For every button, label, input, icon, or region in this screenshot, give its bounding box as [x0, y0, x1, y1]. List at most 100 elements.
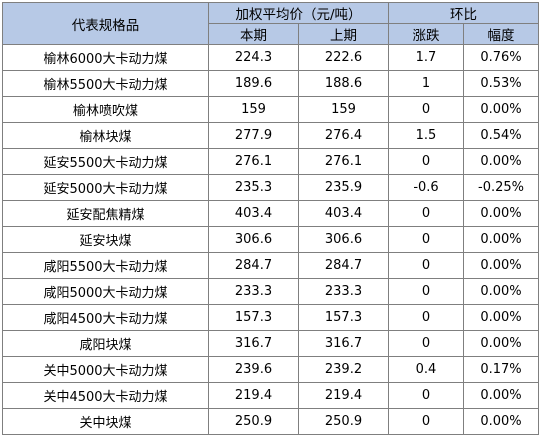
cell-previous-price: 276.1 — [298, 148, 389, 175]
header-previous-period: 上期 — [298, 23, 389, 45]
cell-current-price: 284.7 — [208, 252, 299, 279]
cell-change: 0 — [388, 200, 464, 227]
cell-change: 0 — [388, 226, 464, 253]
cell-change-rate: 0.00% — [463, 252, 539, 279]
cell-change-rate: 0.00% — [463, 330, 539, 357]
cell-change-rate: -0.25% — [463, 174, 539, 201]
table-row: 延安块煤 306.6 306.6 0 0.00% — [2, 226, 539, 253]
coal-price-table: 代表规格品 加权平均价（元/吨） 环比 本期 上期 涨跌 幅度 榆林6000大卡… — [2, 2, 539, 435]
cell-product-name: 榆林喷吹煤 — [2, 96, 209, 123]
cell-product-name: 咸阳5500大卡动力煤 — [2, 252, 209, 279]
table-row: 咸阳块煤 316.7 316.7 0 0.00% — [2, 330, 539, 357]
header-row-top: 代表规格品 加权平均价（元/吨） 环比 — [2, 2, 539, 45]
table-header: 代表规格品 加权平均价（元/吨） 环比 本期 上期 涨跌 幅度 — [2, 2, 539, 45]
cell-current-price: 157.3 — [208, 304, 299, 331]
cell-change-rate: 0.00% — [463, 408, 539, 435]
header-product-name: 代表规格品 — [2, 2, 209, 45]
table-row: 咸阳4500大卡动力煤 157.3 157.3 0 0.00% — [2, 304, 539, 331]
cell-change-rate: 0.00% — [463, 96, 539, 123]
table-row: 榆林块煤 277.9 276.4 1.5 0.54% — [2, 122, 539, 149]
table-row: 咸阳5000大卡动力煤 233.3 233.3 0 0.00% — [2, 278, 539, 305]
cell-change: 0.4 — [388, 356, 464, 383]
cell-change-rate: 0.76% — [463, 44, 539, 71]
table-row: 咸阳5500大卡动力煤 284.7 284.7 0 0.00% — [2, 252, 539, 279]
cell-product-name: 延安块煤 — [2, 226, 209, 253]
cell-current-price: 224.3 — [208, 44, 299, 71]
cell-previous-price: 276.4 — [298, 122, 389, 149]
cell-previous-price: 284.7 — [298, 252, 389, 279]
cell-change-rate: 0.00% — [463, 304, 539, 331]
cell-product-name: 关中块煤 — [2, 408, 209, 435]
cell-current-price: 316.7 — [208, 330, 299, 357]
cell-change-rate: 0.00% — [463, 278, 539, 305]
cell-previous-price: 235.9 — [298, 174, 389, 201]
table-row: 榆林5500大卡动力煤 189.6 188.6 1 0.53% — [2, 70, 539, 97]
cell-product-name: 榆林块煤 — [2, 122, 209, 149]
cell-change: 0 — [388, 304, 464, 331]
cell-change-rate: 0.17% — [463, 356, 539, 383]
cell-previous-price: 222.6 — [298, 44, 389, 71]
cell-change: 0 — [388, 278, 464, 305]
cell-product-name: 延安5500大卡动力煤 — [2, 148, 209, 175]
cell-product-name: 咸阳块煤 — [2, 330, 209, 357]
cell-change: 0 — [388, 330, 464, 357]
cell-previous-price: 219.4 — [298, 382, 389, 409]
cell-product-name: 关中5000大卡动力煤 — [2, 356, 209, 383]
cell-current-price: 159 — [208, 96, 299, 123]
cell-change: 1.5 — [388, 122, 464, 149]
cell-previous-price: 250.9 — [298, 408, 389, 435]
cell-product-name: 榆林5500大卡动力煤 — [2, 70, 209, 97]
cell-current-price: 276.1 — [208, 148, 299, 175]
cell-change: 1.7 — [388, 44, 464, 71]
cell-change-rate: 0.54% — [463, 122, 539, 149]
cell-current-price: 277.9 — [208, 122, 299, 149]
table-row: 关中块煤 250.9 250.9 0 0.00% — [2, 408, 539, 435]
cell-previous-price: 157.3 — [298, 304, 389, 331]
cell-product-name: 延安5000大卡动力煤 — [2, 174, 209, 201]
cell-change: 0 — [388, 252, 464, 279]
table-row: 榆林6000大卡动力煤 224.3 222.6 1.7 0.76% — [2, 44, 539, 71]
table-row: 延安配焦精煤 403.4 403.4 0 0.00% — [2, 200, 539, 227]
cell-change-rate: 0.00% — [463, 148, 539, 175]
header-change: 涨跌 — [388, 23, 464, 45]
cell-change: 0 — [388, 408, 464, 435]
cell-product-name: 关中4500大卡动力煤 — [2, 382, 209, 409]
cell-change: -0.6 — [388, 174, 464, 201]
cell-current-price: 219.4 — [208, 382, 299, 409]
cell-previous-price: 188.6 — [298, 70, 389, 97]
cell-previous-price: 403.4 — [298, 200, 389, 227]
table-row: 延安5500大卡动力煤 276.1 276.1 0 0.00% — [2, 148, 539, 175]
cell-change-rate: 0.00% — [463, 226, 539, 253]
header-change-rate: 幅度 — [463, 23, 539, 45]
cell-change: 1 — [388, 70, 464, 97]
cell-change-rate: 0.00% — [463, 200, 539, 227]
table-row: 延安5000大卡动力煤 235.3 235.9 -0.6 -0.25% — [2, 174, 539, 201]
cell-change: 0 — [388, 96, 464, 123]
header-period-comparison: 环比 — [388, 2, 539, 24]
cell-product-name: 咸阳4500大卡动力煤 — [2, 304, 209, 331]
cell-previous-price: 316.7 — [298, 330, 389, 357]
cell-current-price: 189.6 — [208, 70, 299, 97]
header-weighted-average-price: 加权平均价（元/吨） — [208, 2, 389, 24]
cell-current-price: 233.3 — [208, 278, 299, 305]
cell-product-name: 榆林6000大卡动力煤 — [2, 44, 209, 71]
table-row: 关中5000大卡动力煤 239.6 239.2 0.4 0.17% — [2, 356, 539, 383]
table-body: 榆林6000大卡动力煤 224.3 222.6 1.7 0.76% 榆林5500… — [2, 44, 539, 435]
cell-change-rate: 0.53% — [463, 70, 539, 97]
cell-current-price: 403.4 — [208, 200, 299, 227]
cell-change: 0 — [388, 148, 464, 175]
cell-current-price: 239.6 — [208, 356, 299, 383]
cell-previous-price: 239.2 — [298, 356, 389, 383]
cell-change-rate: 0.00% — [463, 382, 539, 409]
header-row-bottom: 本期 上期 涨跌 幅度 — [3, 23, 539, 45]
cell-change: 0 — [388, 382, 464, 409]
table-row: 榆林喷吹煤 159 159 0 0.00% — [2, 96, 539, 123]
cell-previous-price: 233.3 — [298, 278, 389, 305]
price-table-container: 代表规格品 加权平均价（元/吨） 环比 本期 上期 涨跌 幅度 榆林6000大卡… — [2, 2, 539, 435]
cell-previous-price: 306.6 — [298, 226, 389, 253]
cell-product-name: 咸阳5000大卡动力煤 — [2, 278, 209, 305]
cell-current-price: 250.9 — [208, 408, 299, 435]
cell-current-price: 235.3 — [208, 174, 299, 201]
cell-product-name: 延安配焦精煤 — [2, 200, 209, 227]
table-row: 关中4500大卡动力煤 219.4 219.4 0 0.00% — [2, 382, 539, 409]
